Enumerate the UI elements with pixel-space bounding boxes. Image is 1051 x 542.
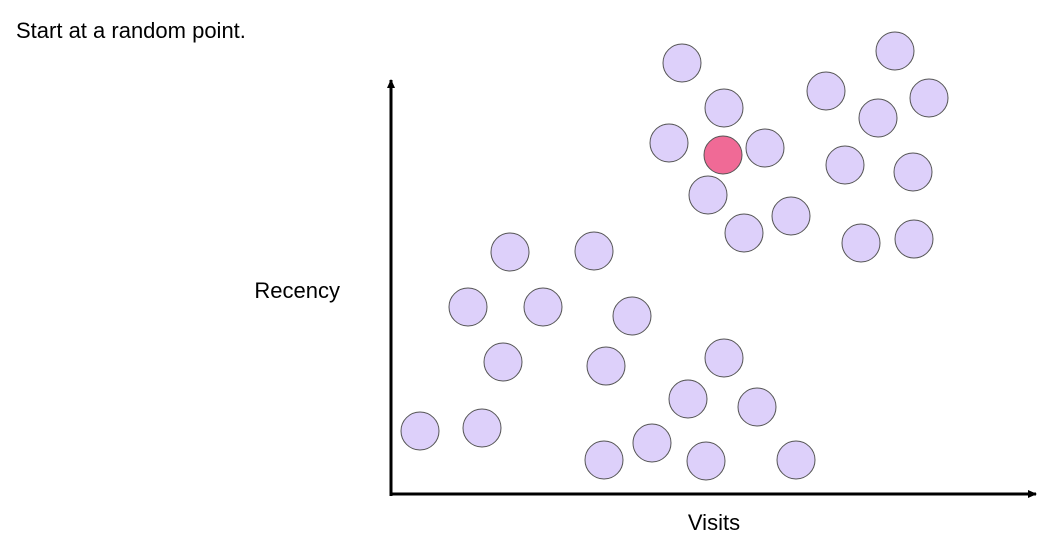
point bbox=[737, 387, 777, 427]
point bbox=[893, 152, 933, 192]
point bbox=[632, 423, 672, 463]
point bbox=[448, 287, 488, 327]
point bbox=[649, 123, 689, 163]
point bbox=[584, 440, 624, 480]
point bbox=[686, 441, 726, 481]
point bbox=[612, 296, 652, 336]
point bbox=[724, 213, 764, 253]
point bbox=[909, 78, 949, 118]
random-point bbox=[703, 135, 743, 175]
point bbox=[523, 287, 563, 327]
point bbox=[704, 338, 744, 378]
point bbox=[586, 346, 626, 386]
point bbox=[894, 219, 934, 259]
point bbox=[858, 98, 898, 138]
point bbox=[483, 342, 523, 382]
point bbox=[875, 31, 915, 71]
x-axis-label: Visits bbox=[688, 510, 740, 535]
point bbox=[704, 88, 744, 128]
point bbox=[825, 145, 865, 185]
point bbox=[668, 379, 708, 419]
y-axis-label: Recency bbox=[254, 278, 340, 303]
title: Start at a random point. bbox=[16, 18, 246, 43]
points bbox=[400, 31, 949, 481]
point bbox=[806, 71, 846, 111]
point bbox=[745, 128, 785, 168]
point bbox=[688, 175, 728, 215]
point bbox=[776, 440, 816, 480]
point bbox=[662, 43, 702, 83]
point bbox=[574, 231, 614, 271]
point bbox=[490, 232, 530, 272]
point bbox=[771, 196, 811, 236]
point bbox=[400, 411, 440, 451]
point bbox=[841, 223, 881, 263]
point bbox=[462, 408, 502, 448]
